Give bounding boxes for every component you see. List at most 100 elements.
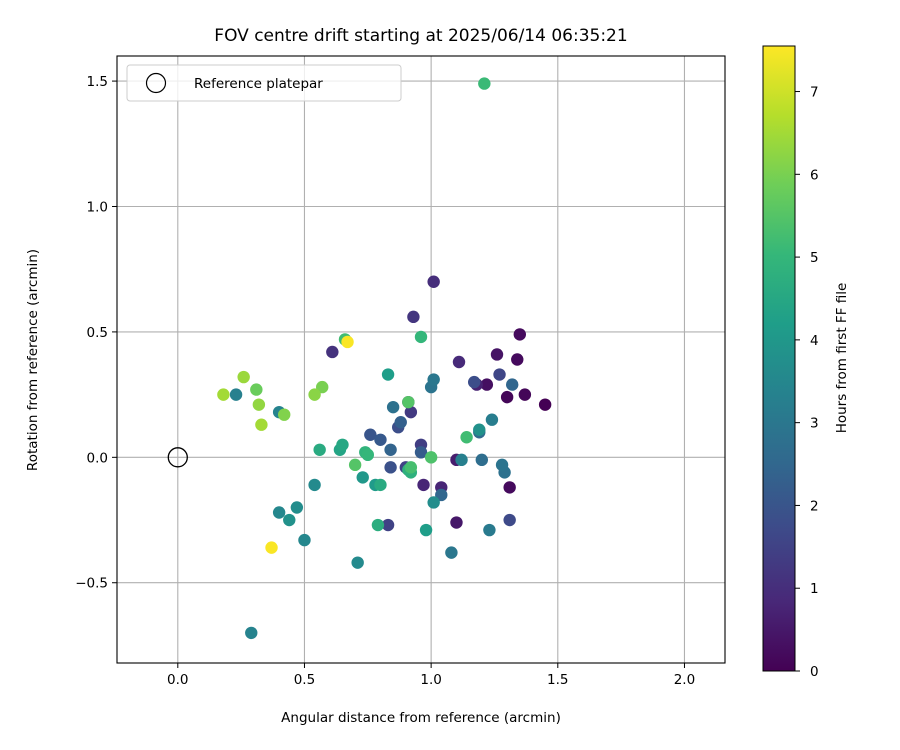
scatter-point [364,428,377,441]
scatter-point [245,626,258,640]
scatter-point [252,398,266,411]
x-tick-label: 2.0 [674,672,695,688]
scatter-point [424,451,438,464]
scatter-point [468,375,481,389]
y-tick-label: 1.5 [87,74,108,90]
scatter-point [427,373,440,386]
scatter-point [485,413,499,426]
scatter-point [308,388,321,401]
scatter-point [402,395,415,409]
scatter-point [384,461,397,474]
scatter-point [316,380,329,394]
x-tick-label: 1.0 [420,672,441,688]
scatter-point [414,446,428,459]
scatter-point [493,368,506,381]
scatter-point [298,533,311,547]
colorbar-tick-label: 3 [810,416,819,432]
scatter-point [308,478,321,492]
scatter-point [407,310,420,324]
data-points [217,77,552,640]
legend: Reference platepar [126,64,402,102]
colorbar-tick-label: 7 [810,85,819,101]
y-tick-label: −0.5 [75,576,108,592]
x-axis-label: Angular distance from reference (arcmin) [281,710,561,726]
grid-lines [117,56,725,663]
scatter-point [237,370,250,384]
scatter-point [229,388,243,401]
scatter-point [419,523,433,537]
scatter-point [371,518,385,532]
x-tick-label: 0.0 [167,672,188,688]
reference-marker [167,447,188,468]
scatter-point [452,355,466,369]
y-axis-ticks: −0.5 0.0 0.5 1.0 1.5 [75,74,117,592]
scatter-point [386,400,400,414]
scatter-point [460,431,473,444]
legend-box [126,64,402,102]
scatter-point [480,378,494,391]
plot-frame [116,55,726,664]
scatter-point [478,77,491,90]
scatter-point [404,405,418,419]
x-tick-label: 1.5 [547,672,568,688]
x-tick-label: 0.5 [294,672,315,688]
scatter-point [326,345,339,359]
scatter-point [490,348,504,361]
scatter-point [506,378,519,391]
scatter-point [450,516,463,529]
scatter-point [361,448,374,462]
scatter-point [473,423,486,436]
scatter-point [511,353,524,366]
scatter-point [384,443,397,456]
scatter-point [538,398,552,411]
scatter-point [455,453,468,467]
scatter-point [483,523,496,537]
scatter-point [217,388,230,401]
scatter-point [255,418,268,431]
colorbar-tick-label: 1 [810,581,819,597]
scatter-point [374,478,387,492]
scatter-point [265,541,278,554]
y-tick-label: 0.5 [87,325,108,341]
scatter-point [348,458,362,472]
scatter-point [495,458,509,472]
y-tick-label: 1.0 [87,199,108,215]
legend-reference-label: Reference platepar [194,76,323,92]
scatter-point [272,506,286,519]
colorbar-tick-label: 6 [810,167,819,183]
scatter-point [283,513,296,527]
y-tick-label: 0.0 [87,450,108,466]
scatter-point [427,275,440,288]
scatter-point [394,416,407,429]
colorbar-tick-label: 0 [810,664,819,680]
colorbar-gradient [762,45,796,672]
scatter-point [445,546,458,559]
scatter-point [290,501,304,514]
x-axis-ticks: 0.0 0.5 1.0 1.5 2.0 [167,663,695,688]
scatter-point [503,481,516,494]
colorbar-ticks: 0 1 2 3 4 5 6 7 [795,85,819,680]
colorbar-label: Hours from first FF file [834,283,850,434]
chart-title: FOV centre drift starting at 2025/06/14 … [214,26,627,46]
scatter-point [503,513,516,527]
scatter-point [414,330,428,344]
legend-reference-marker [145,72,167,94]
colorbar: 0 1 2 3 4 5 6 7 Hours from first FF file [762,45,850,680]
scatter-point [250,383,263,396]
scatter-point [351,556,364,569]
scatter-point [313,443,326,456]
plot-axes [116,55,726,664]
scatter-point [404,461,418,474]
y-axis-label: Rotation from reference (arcmin) [25,249,41,471]
scatter-point [435,488,448,502]
scatter-point [336,438,349,451]
reference-platepar-marker [167,447,188,468]
scatter-point [381,518,395,532]
scatter-point [513,328,526,341]
scatter-point [381,368,395,381]
scatter-point [374,433,387,446]
scatter-point [427,496,440,509]
scatter-point [278,408,291,421]
scatter-point [500,390,514,404]
